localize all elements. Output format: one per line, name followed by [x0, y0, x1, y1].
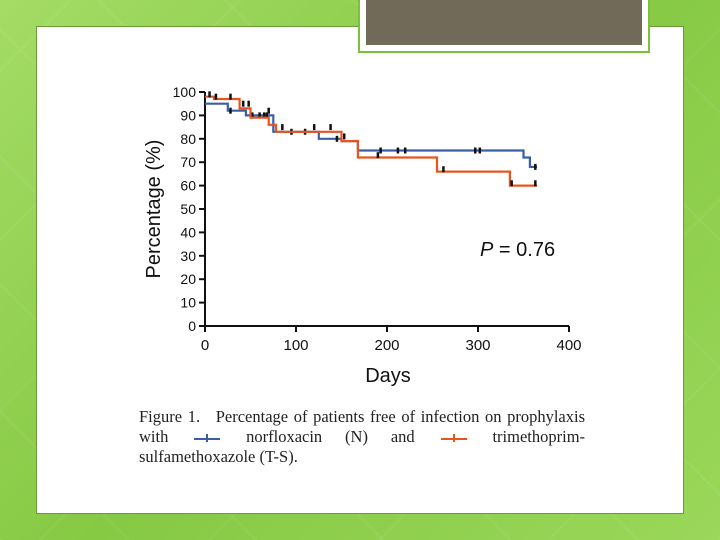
series-line-norfloxacin	[205, 102, 538, 168]
x-tick-label: 200	[374, 337, 399, 354]
y-tick-label: 50	[180, 201, 196, 217]
x-tick-label: 0	[201, 337, 209, 354]
title-placeholder	[358, 0, 650, 53]
x-tick-label: 100	[283, 337, 308, 354]
y-tick-label: 10	[180, 295, 196, 311]
y-tick-label: 40	[180, 224, 196, 240]
title-placeholder-fill	[366, 0, 642, 45]
figure-caption: Figure 1. Percentage of patients free of…	[139, 407, 585, 467]
y-tick-label: 30	[180, 248, 196, 264]
legend-label-norfloxacin: norfloxacin (N)	[246, 427, 368, 446]
p-value-annotation: P = 0.76	[480, 239, 555, 261]
legend-label-trimethoprim: trimethoprim-sulfamethoxazole (T-S).	[139, 427, 586, 466]
caption-label: Figure 1.	[139, 407, 201, 426]
x-tick-label: 400	[556, 337, 581, 354]
y-tick-label: 0	[188, 318, 196, 334]
y-tick-label: 60	[180, 178, 196, 194]
y-tick-label: 100	[173, 84, 197, 100]
y-tick-label: 20	[180, 271, 196, 287]
caption-text: Percentage of patients free of infection…	[139, 407, 586, 446]
y-axis-title: Percentage (%)	[143, 140, 165, 279]
slide-content-frame	[36, 26, 684, 514]
x-axis-title: Days	[365, 365, 411, 387]
x-tick-label: 300	[465, 337, 490, 354]
caption-and: and	[390, 427, 415, 446]
y-tick-label: 70	[180, 154, 196, 170]
y-tick-label: 80	[180, 131, 196, 147]
legend-glyph-norfloxacin	[194, 433, 221, 443]
p-symbol: P	[480, 239, 494, 261]
legend-glyph-trimethoprim	[440, 433, 467, 443]
series-line-trimethoprim	[205, 95, 538, 187]
y-tick-label: 90	[180, 107, 196, 123]
p-value: = 0.76	[493, 239, 555, 261]
